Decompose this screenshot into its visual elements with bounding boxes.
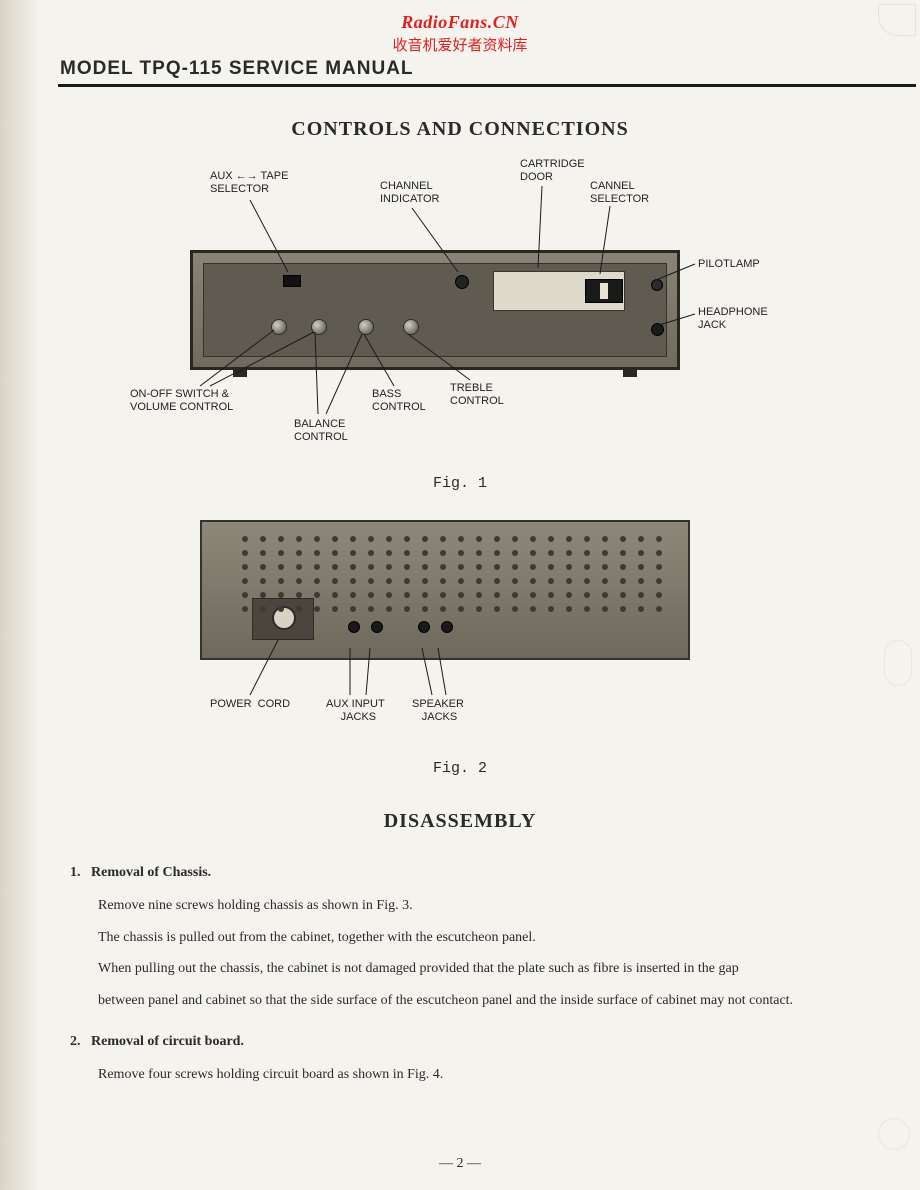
step-1-num: 1. [70, 865, 81, 880]
watermark-site: RadioFans.CN [0, 12, 920, 33]
step-1-line-2: The chassis is pulled out from the cabin… [98, 923, 880, 952]
figure-2: POWER CORD AUX INPUT JACKS SPEAKER JACKS [170, 520, 750, 780]
step-1-line-1: Remove nine screws holding chassis as sh… [98, 891, 880, 920]
header-title: MODEL TPQ-115 SERVICE MANUAL [60, 58, 414, 80]
step-1-line-3: When pulling out the chassis, the cabine… [98, 954, 880, 983]
page: RadioFans.CN 收音机爱好者资料库 MODEL TPQ-115 SER… [0, 0, 920, 1190]
step-1-heading: 1. Removal of Chassis. [70, 858, 880, 887]
figure-1: AUX ←→ TAPE SELECTOR CHANNEL INDICATOR C… [150, 150, 770, 490]
step-2-heading: 2. Removal of circuit board. [70, 1027, 880, 1056]
header-rule [58, 84, 916, 87]
step-1-line-4: between panel and cabinet so that the si… [98, 986, 880, 1015]
scan-artifact [884, 640, 912, 686]
section-title-disassembly: DISASSEMBLY [0, 810, 920, 833]
watermark-chinese: 收音机爱好者资料库 [0, 34, 920, 55]
scan-artifact [878, 1118, 910, 1150]
page-number: — 2 — [0, 1156, 920, 1172]
figure-2-caption: Fig. 2 [0, 760, 920, 777]
disassembly-text: 1. Removal of Chassis. Remove nine screw… [70, 858, 880, 1092]
figure-1-caption: Fig. 1 [0, 475, 920, 492]
section-title-controls: CONTROLS AND CONNECTIONS [0, 118, 920, 141]
figure-2-leaders [170, 520, 750, 780]
step-2-line-1: Remove four screws holding circuit board… [98, 1060, 880, 1089]
step-1-title: Removal of Chassis. [91, 865, 211, 880]
step-2-num: 2. [70, 1034, 81, 1049]
scan-shadow [0, 0, 40, 1190]
figure-1-leaders [150, 150, 770, 490]
step-2-title: Removal of circuit board. [91, 1034, 244, 1049]
